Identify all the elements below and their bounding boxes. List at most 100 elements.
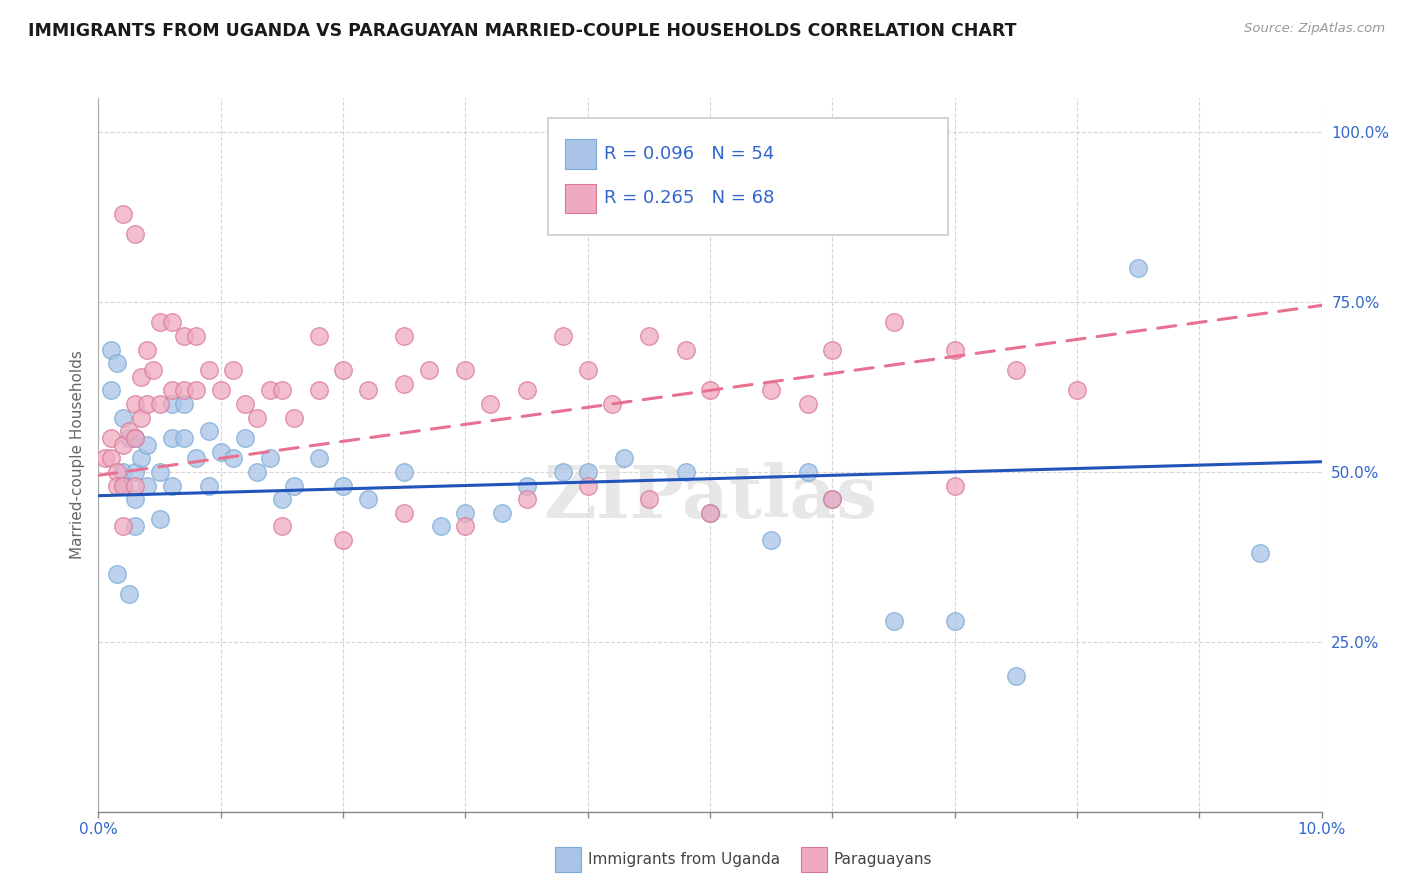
- Point: [392, 376, 416, 391]
- Point: [283, 478, 305, 492]
- Point: [173, 397, 195, 411]
- Point: [124, 227, 146, 241]
- Point: [699, 384, 721, 398]
- Point: [111, 478, 134, 492]
- Text: R = 0.265   N = 68: R = 0.265 N = 68: [605, 189, 775, 208]
- Point: [699, 506, 721, 520]
- Point: [136, 478, 159, 492]
- Point: [1004, 669, 1026, 683]
- Point: [943, 478, 966, 492]
- Point: [576, 478, 599, 492]
- Point: [553, 329, 575, 343]
- Point: [197, 478, 219, 492]
- Point: [516, 492, 538, 507]
- Point: [392, 465, 416, 479]
- Point: [100, 343, 122, 357]
- Point: [136, 343, 159, 357]
- Point: [576, 363, 599, 377]
- Point: [209, 444, 232, 458]
- Point: [129, 410, 152, 425]
- Text: ZIPatlas: ZIPatlas: [543, 462, 877, 533]
- Point: [233, 431, 256, 445]
- Point: [149, 512, 172, 526]
- Point: [111, 519, 134, 533]
- Point: [129, 369, 152, 384]
- Point: [142, 363, 165, 377]
- Point: [478, 397, 501, 411]
- Point: [233, 397, 256, 411]
- Point: [136, 397, 159, 411]
- Point: [613, 451, 636, 466]
- Point: [149, 315, 172, 329]
- Text: Immigrants from Uganda: Immigrants from Uganda: [588, 853, 780, 867]
- Point: [186, 329, 208, 343]
- Point: [821, 492, 844, 507]
- Point: [356, 492, 378, 507]
- Point: [637, 329, 661, 343]
- Point: [637, 492, 661, 507]
- Point: [821, 343, 844, 357]
- Point: [1249, 546, 1271, 560]
- Point: [332, 533, 354, 547]
- Point: [491, 506, 513, 520]
- Point: [124, 492, 146, 507]
- Point: [553, 465, 575, 479]
- Point: [222, 363, 245, 377]
- Point: [105, 356, 128, 370]
- Point: [100, 451, 122, 466]
- Point: [797, 397, 820, 411]
- Point: [160, 397, 183, 411]
- Point: [246, 465, 269, 479]
- Point: [173, 431, 195, 445]
- Point: [699, 506, 721, 520]
- Point: [173, 384, 195, 398]
- Point: [129, 451, 152, 466]
- Text: R = 0.096   N = 54: R = 0.096 N = 54: [605, 145, 775, 163]
- Point: [454, 519, 477, 533]
- Point: [222, 451, 245, 466]
- Point: [124, 397, 146, 411]
- Point: [118, 587, 141, 601]
- Point: [105, 478, 128, 492]
- Point: [197, 363, 219, 377]
- Point: [675, 465, 697, 479]
- Point: [308, 384, 330, 398]
- Point: [124, 519, 146, 533]
- Point: [118, 424, 141, 438]
- Point: [454, 363, 477, 377]
- Point: [332, 363, 354, 377]
- Point: [1004, 363, 1026, 377]
- Point: [883, 615, 905, 629]
- Point: [576, 465, 599, 479]
- Point: [821, 492, 844, 507]
- Point: [111, 465, 134, 479]
- Y-axis label: Married-couple Households: Married-couple Households: [69, 351, 84, 559]
- Point: [118, 431, 141, 445]
- Point: [600, 397, 623, 411]
- Point: [308, 329, 330, 343]
- Point: [430, 519, 453, 533]
- Point: [100, 384, 122, 398]
- Point: [516, 384, 538, 398]
- Point: [160, 431, 183, 445]
- Point: [197, 424, 219, 438]
- Point: [160, 478, 183, 492]
- Point: [124, 478, 146, 492]
- Point: [797, 465, 820, 479]
- Point: [160, 315, 183, 329]
- Point: [392, 329, 416, 343]
- Point: [124, 465, 146, 479]
- Point: [246, 410, 269, 425]
- Point: [283, 410, 305, 425]
- Point: [332, 478, 354, 492]
- Point: [943, 615, 966, 629]
- Point: [270, 384, 292, 398]
- Point: [270, 492, 292, 507]
- Point: [149, 397, 172, 411]
- Point: [1066, 384, 1088, 398]
- Point: [308, 451, 330, 466]
- Point: [111, 438, 134, 452]
- Point: [105, 465, 128, 479]
- Point: [759, 384, 782, 398]
- Point: [124, 431, 146, 445]
